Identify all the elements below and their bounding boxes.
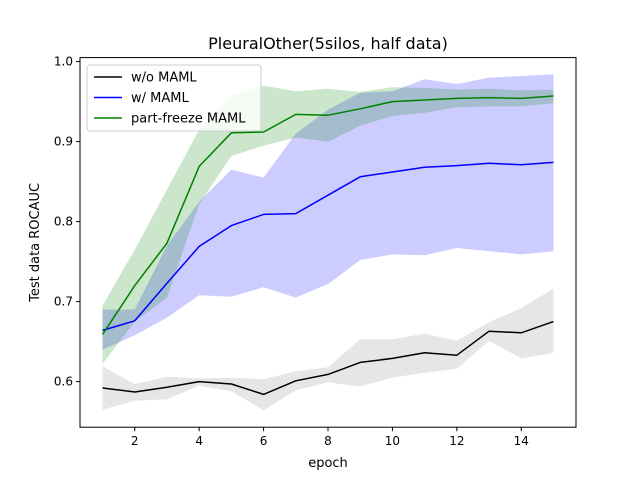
y-tick-label: 1.0	[54, 55, 73, 69]
band-series-3	[102, 85, 554, 364]
x-tick-label: 10	[385, 434, 400, 448]
x-tick-label: 14	[514, 434, 529, 448]
y-axis-label: Test data ROCAUC	[28, 183, 43, 303]
line-series-3	[101, 95, 554, 335]
confidence-bands	[102, 74, 554, 411]
chart-title: PleuralOther(5silos, half data)	[208, 34, 448, 53]
legend-items: w/o MAML w/ MAML part-freeze MAML	[94, 71, 246, 127]
line-series-1	[102, 320, 554, 396]
x-tick-label: 2	[131, 434, 139, 448]
y-tick-label: 0.7	[54, 295, 73, 309]
x-tick-label: 4	[195, 434, 203, 448]
x-tick-label: 6	[260, 434, 268, 448]
legend: w/o MAML w/ MAML part-freeze MAML	[86, 64, 262, 132]
y-tick-label: 0.8	[54, 215, 73, 229]
legend-label-3: part-freeze MAML	[131, 112, 246, 127]
y-tick-label: 0.9	[54, 135, 73, 149]
x-tick-label: 8	[324, 434, 332, 448]
x-axis-label: epoch	[308, 456, 348, 471]
legend-label-2: w/ MAML	[131, 91, 189, 106]
y-tick-label: 0.6	[54, 375, 73, 389]
band-series-1	[102, 288, 554, 411]
y-axis-ticks: 0.6 0.7 0.8 0.9 1.0	[54, 55, 80, 389]
x-axis-ticks: 2 4 6 8 10 12 14	[131, 427, 529, 448]
legend-box	[86, 64, 262, 132]
legend-label-1: w/o MAML	[131, 71, 197, 86]
series-lines	[101, 95, 554, 396]
band-series-2	[102, 74, 554, 350]
x-tick-label: 12	[449, 434, 464, 448]
line-series-2	[102, 161, 554, 332]
